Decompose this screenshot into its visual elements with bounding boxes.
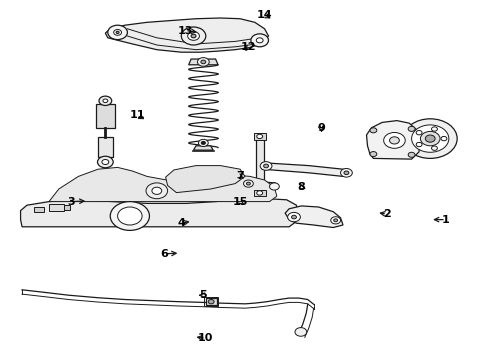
Circle shape [201, 141, 205, 144]
Circle shape [102, 159, 109, 165]
Circle shape [441, 136, 447, 141]
Text: 10: 10 [198, 333, 214, 343]
Circle shape [146, 183, 168, 199]
Circle shape [270, 183, 279, 190]
Text: 9: 9 [317, 123, 325, 133]
Polygon shape [166, 166, 245, 193]
Polygon shape [247, 181, 277, 189]
Circle shape [118, 207, 142, 225]
Text: 7: 7 [236, 171, 244, 181]
Bar [204, 297, 218, 306]
Circle shape [116, 31, 119, 33]
Circle shape [331, 217, 341, 224]
Bar [206, 298, 217, 305]
Bar [49, 204, 64, 211]
Polygon shape [105, 18, 269, 52]
Polygon shape [194, 146, 213, 150]
Circle shape [251, 34, 269, 47]
Text: 3: 3 [67, 197, 75, 207]
Polygon shape [98, 137, 113, 157]
Circle shape [288, 212, 300, 222]
Bar [254, 190, 266, 196]
Circle shape [110, 202, 149, 230]
Circle shape [98, 156, 113, 168]
Circle shape [244, 180, 253, 187]
Polygon shape [96, 104, 115, 128]
Circle shape [370, 152, 377, 157]
Circle shape [257, 191, 263, 195]
Bar [254, 133, 266, 140]
Circle shape [191, 34, 196, 38]
Text: 6: 6 [160, 249, 168, 259]
Circle shape [292, 215, 296, 219]
Circle shape [201, 60, 206, 64]
Circle shape [181, 27, 206, 45]
Circle shape [344, 171, 349, 175]
Circle shape [416, 142, 422, 147]
Circle shape [420, 131, 440, 146]
Circle shape [432, 146, 438, 150]
Circle shape [99, 96, 112, 105]
Text: 13: 13 [177, 26, 193, 36]
Circle shape [408, 152, 415, 157]
Circle shape [256, 38, 263, 43]
Text: 14: 14 [257, 10, 272, 20]
Circle shape [341, 168, 352, 177]
Bar [34, 207, 44, 212]
Polygon shape [21, 198, 299, 227]
Circle shape [103, 99, 108, 103]
Text: 1: 1 [442, 215, 450, 225]
Text: 12: 12 [241, 42, 257, 52]
Text: 15: 15 [232, 197, 248, 207]
Circle shape [416, 131, 422, 135]
Circle shape [264, 164, 269, 168]
Circle shape [208, 300, 214, 304]
Polygon shape [189, 59, 218, 65]
Polygon shape [262, 163, 350, 176]
Circle shape [198, 139, 208, 147]
Circle shape [188, 32, 199, 40]
Circle shape [114, 30, 122, 35]
Circle shape [432, 127, 438, 131]
Bar [256, 139, 264, 194]
Circle shape [246, 182, 250, 185]
Polygon shape [285, 206, 343, 228]
Circle shape [260, 162, 272, 170]
Circle shape [412, 125, 449, 152]
Circle shape [403, 119, 457, 158]
Circle shape [390, 137, 399, 144]
Bar [64, 205, 70, 210]
Circle shape [108, 25, 127, 40]
Circle shape [384, 132, 405, 148]
Circle shape [425, 135, 435, 142]
Circle shape [295, 328, 307, 336]
Circle shape [370, 128, 377, 133]
Circle shape [408, 126, 415, 131]
Text: 4: 4 [177, 218, 185, 228]
Circle shape [334, 219, 338, 222]
Polygon shape [49, 167, 277, 202]
Text: 2: 2 [383, 209, 391, 219]
Polygon shape [367, 121, 420, 159]
Text: 5: 5 [199, 290, 207, 300]
Text: 8: 8 [297, 182, 305, 192]
Circle shape [152, 187, 162, 194]
Circle shape [257, 134, 263, 139]
Text: 11: 11 [129, 110, 145, 120]
Circle shape [197, 58, 209, 66]
